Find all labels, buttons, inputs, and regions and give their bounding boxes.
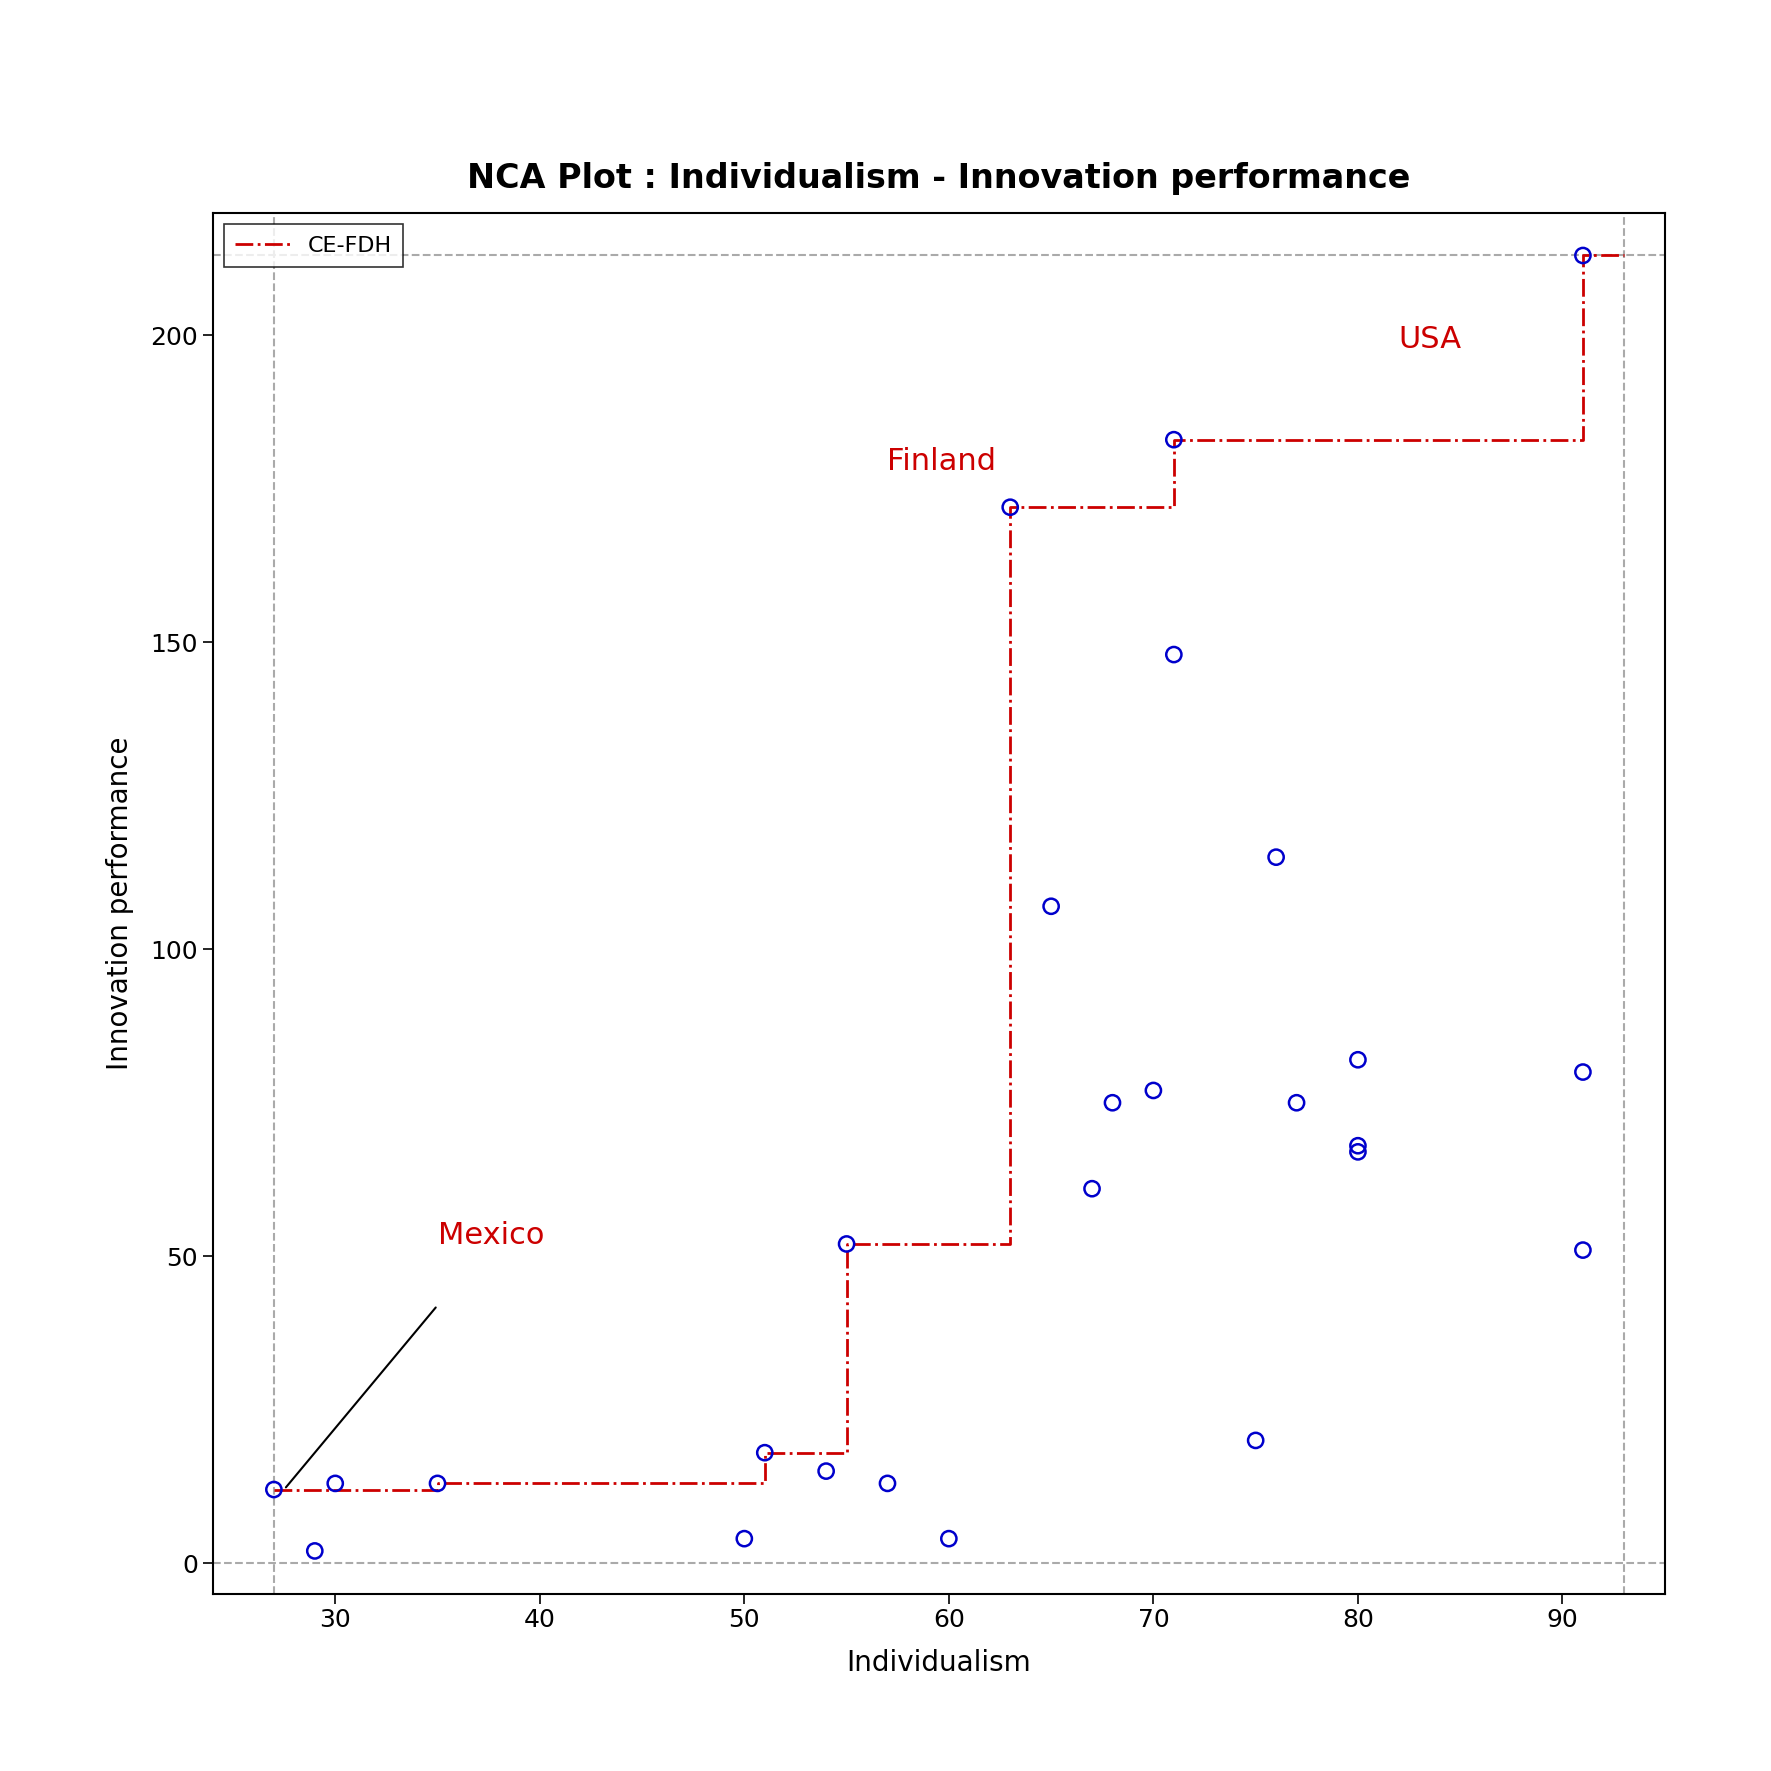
Text: Finland: Finland xyxy=(887,448,997,476)
Point xyxy=(1344,1137,1373,1165)
Point xyxy=(1160,425,1188,453)
Point xyxy=(301,1537,329,1566)
Point xyxy=(1263,843,1291,871)
Point xyxy=(1344,1132,1373,1160)
Point xyxy=(1241,1426,1270,1454)
Point xyxy=(995,492,1024,521)
Point xyxy=(811,1458,839,1486)
Point xyxy=(832,1229,861,1257)
Text: USA: USA xyxy=(1399,324,1463,354)
Point xyxy=(935,1525,963,1553)
Point xyxy=(873,1470,901,1498)
Point xyxy=(1079,1174,1107,1203)
Legend: CE-FDH: CE-FDH xyxy=(223,223,404,267)
Point xyxy=(1569,1057,1597,1086)
Point xyxy=(1098,1089,1126,1118)
Y-axis label: Innovation performance: Innovation performance xyxy=(106,737,133,1070)
Point xyxy=(1569,1236,1597,1264)
Point xyxy=(730,1525,758,1553)
X-axis label: Individualism: Individualism xyxy=(847,1649,1031,1677)
Point xyxy=(260,1475,289,1504)
Point xyxy=(751,1438,779,1466)
Point xyxy=(1139,1077,1167,1105)
Point xyxy=(321,1470,349,1498)
Text: Mexico: Mexico xyxy=(437,1220,544,1250)
Point xyxy=(423,1470,452,1498)
Point xyxy=(1569,241,1597,269)
Title: NCA Plot : Individualism - Innovation performance: NCA Plot : Individualism - Innovation pe… xyxy=(468,161,1410,195)
Point xyxy=(1282,1089,1311,1118)
Point xyxy=(1160,641,1188,669)
Point xyxy=(1038,893,1066,921)
Point xyxy=(1344,1045,1373,1073)
